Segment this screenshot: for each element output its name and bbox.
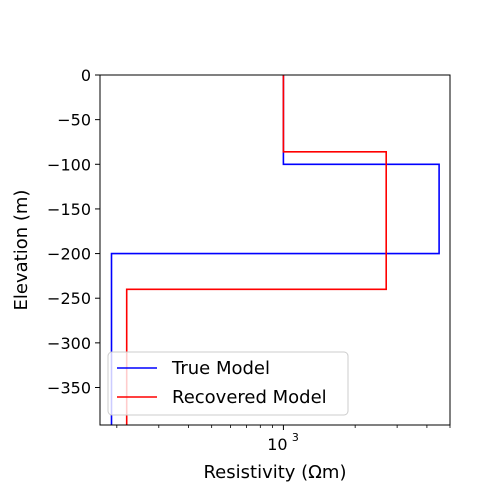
x-axis-label: Resistivity (Ωm) <box>203 462 346 483</box>
series-line-1 <box>125 75 388 425</box>
x-tick-label: 10 <box>267 435 287 454</box>
series-layer <box>110 75 440 425</box>
y-tick-label: −250 <box>47 289 91 308</box>
y-axis-label: Elevation (m) <box>11 190 32 311</box>
y-tick-label: −350 <box>47 379 91 398</box>
legend-box <box>107 351 349 416</box>
y-tick-label: −150 <box>47 200 91 219</box>
plot-frame <box>99 74 451 426</box>
y-tick-label: −200 <box>47 245 91 264</box>
x-tick-label-exponent: 3 <box>292 431 299 444</box>
y-tick-label: −50 <box>57 111 91 130</box>
legend: True Model Recovered Model <box>107 351 349 416</box>
y-tick-label: −100 <box>47 155 91 174</box>
y-tick-label: 0 <box>81 66 91 85</box>
legend-label-0: True Model <box>171 358 270 379</box>
y-tick-label: −300 <box>47 334 91 353</box>
legend-label-1: Recovered Model <box>172 387 327 408</box>
axes-layer: 0 −50 −100 −150 −200 −250 −300 −350 10 3 <box>47 66 451 454</box>
